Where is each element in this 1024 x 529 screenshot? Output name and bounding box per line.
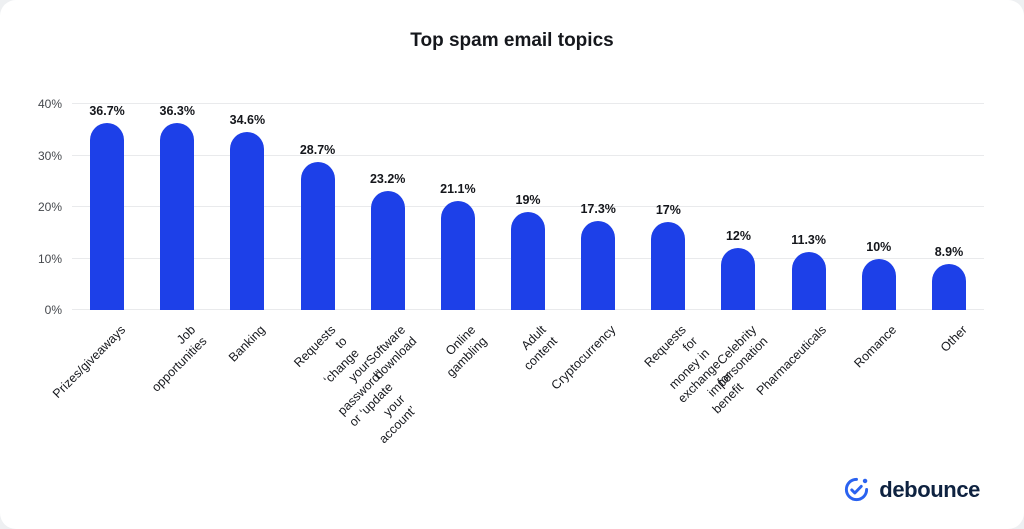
- bar-value-label: 11.3%: [791, 232, 827, 247]
- bar: [931, 264, 966, 310]
- bar: [861, 258, 896, 310]
- bar: [230, 131, 265, 310]
- logo-checkmark-icon: [850, 484, 863, 495]
- bar-column: 12%: [703, 104, 773, 310]
- x-axis-label-slot: Pharmaceuticals: [754, 314, 844, 474]
- bar-column: 8.9%: [914, 104, 984, 310]
- gridline: [72, 154, 984, 156]
- x-axis-label-slot: Requests for money in exchange for benef…: [633, 314, 747, 474]
- bar-value-label: 28.7%: [299, 143, 336, 158]
- bar-value-label: 10%: [866, 239, 892, 254]
- debounce-logo: debounce: [843, 476, 980, 503]
- x-axis-category-label: Other: [937, 322, 970, 355]
- bar-column: 11.3%: [774, 104, 844, 310]
- bar-column: 36.7%: [72, 104, 142, 310]
- x-axis-label-slot: Online gambling: [423, 314, 493, 474]
- bar-column: 21.1%: [423, 104, 493, 310]
- bar: [440, 201, 475, 310]
- bar: [511, 212, 546, 310]
- x-axis-category-label: Banking: [226, 322, 268, 365]
- gridline: [72, 206, 984, 207]
- x-axis-label-slot: Job opportunities: [142, 314, 212, 474]
- y-axis-tick-label: 0%: [44, 303, 62, 317]
- bar-column: 36.3%: [142, 104, 212, 310]
- x-axis-label-slot: Prizes/giveaways: [49, 314, 142, 474]
- bar-column: 17.3%: [563, 104, 633, 310]
- x-axis-category-label: Prizes/giveaways: [49, 322, 128, 401]
- bar-value-label: 36.3%: [159, 104, 195, 119]
- x-axis-label-slot: Requests to ‘change your password’ or ‘u…: [282, 314, 419, 474]
- logo-dot: [863, 478, 868, 484]
- x-axis-category-label: Romance: [851, 322, 900, 371]
- gridline: [72, 103, 984, 104]
- x-axis-category-label: Job opportunities: [148, 322, 210, 395]
- x-axis-category-label: Adult content: [518, 322, 561, 374]
- logo-circle-arc: [845, 477, 869, 502]
- bar-column: 10%: [844, 104, 914, 310]
- bar: [581, 220, 616, 310]
- bar: [160, 123, 195, 310]
- x-axis-label-slot: Cryptocurrency: [549, 314, 633, 474]
- bar-value-label: 12%: [725, 229, 751, 244]
- bar-value-label: 17.3%: [580, 201, 616, 216]
- bar-value-label: 8.9%: [934, 245, 964, 260]
- x-axis-category-label: Software download: [363, 322, 420, 382]
- x-axis-label-slot: Adult content: [493, 314, 563, 474]
- bar: [721, 248, 756, 310]
- bar-value-label: 19%: [515, 193, 541, 208]
- x-axis-label-slot: Software download: [353, 314, 423, 474]
- bar: [300, 162, 335, 310]
- y-axis-tick-label: 10%: [37, 251, 62, 266]
- bar-value-label: 21.1%: [440, 182, 476, 197]
- x-axis-label-slot: Romance: [844, 314, 914, 474]
- chart-title: Top spam email topics: [410, 30, 614, 51]
- bar-column: 34.6%: [212, 104, 282, 310]
- bar-value-label: 36.7%: [89, 104, 125, 118]
- bar: [651, 222, 686, 310]
- x-axis-label-slot: Banking: [212, 314, 282, 474]
- x-axis-label-slot: Other: [914, 314, 984, 474]
- y-axis-tick-label: 20%: [37, 200, 62, 214]
- bars-container: 36.7% 36.3% 34.6% 28.7% 23.2% 21.1% 19% 17.3% 17…: [72, 104, 984, 310]
- bar: [370, 190, 405, 310]
- y-axis-tick-label: 40%: [37, 97, 62, 111]
- bar: [90, 123, 125, 310]
- debounce-logo-text: debounce: [879, 476, 980, 502]
- bar-column: 28.7%: [282, 104, 352, 310]
- bar-value-label: 34.6%: [229, 112, 266, 127]
- bar-column: 17%: [633, 104, 703, 310]
- debounce-logo-icon: [845, 477, 869, 502]
- x-axis-category-label: Online gambling: [443, 322, 490, 380]
- plot-area: 0% 10% 20% 30% 40% 36.7% 36.3% 34.6% 28.7% 23.2% 2…: [38, 97, 984, 317]
- bar-column: 23.2%: [353, 104, 423, 310]
- bar-value-label: 17%: [655, 203, 681, 218]
- bar-value-label: 23.2%: [369, 171, 406, 186]
- y-axis-tick-label: 30%: [37, 148, 62, 163]
- bar: [791, 251, 826, 310]
- bar-column: 19%: [493, 104, 563, 310]
- x-axis-labels: Prizes/giveaways Job opportunities Banking…: [49, 314, 984, 474]
